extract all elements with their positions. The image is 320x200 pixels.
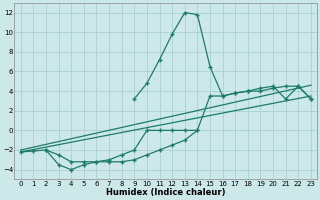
X-axis label: Humidex (Indice chaleur): Humidex (Indice chaleur) bbox=[106, 188, 226, 197]
